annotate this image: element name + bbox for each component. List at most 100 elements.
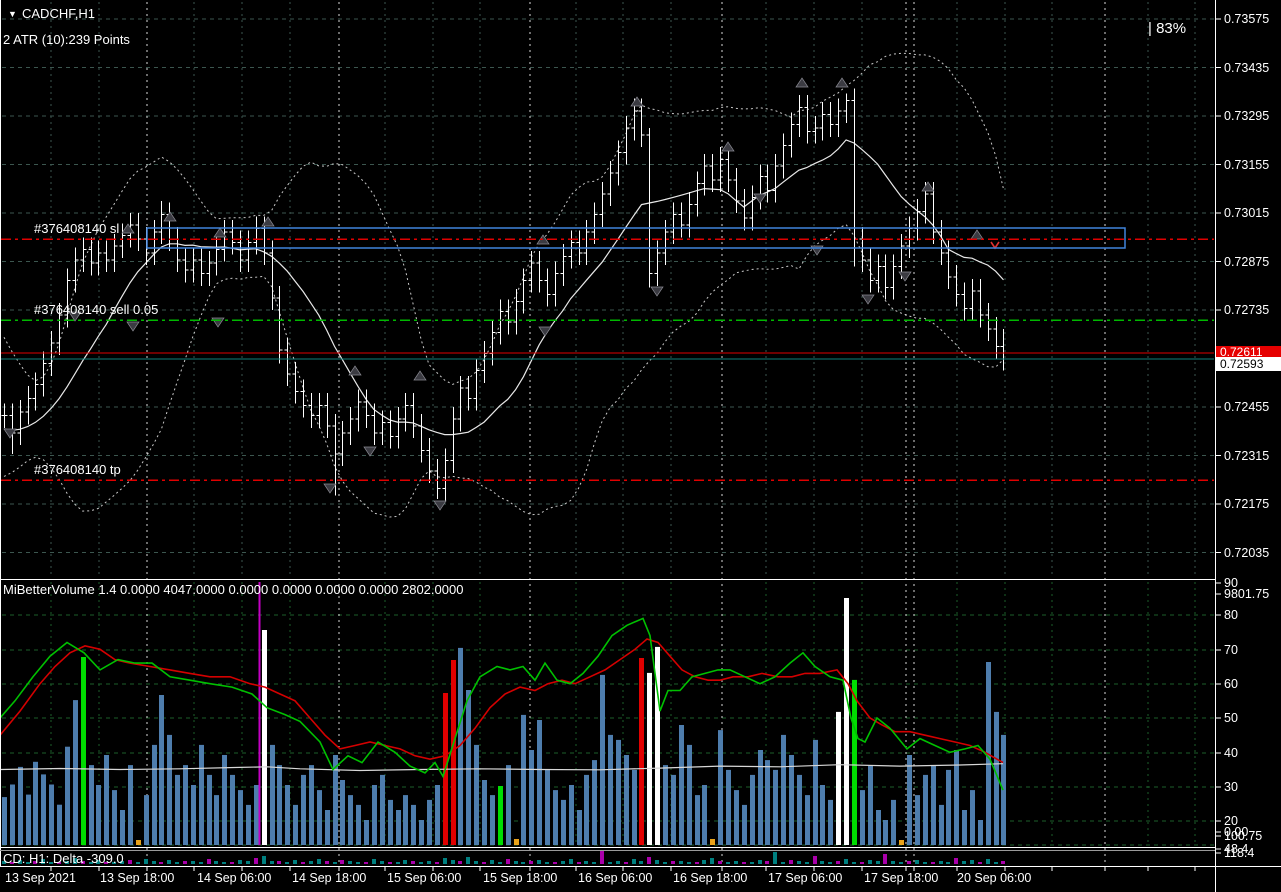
volume-bar [175, 774, 180, 845]
cd-bar [246, 861, 250, 864]
cd-bar [577, 862, 581, 864]
volume-bar [230, 774, 235, 845]
cd-bar [836, 861, 840, 864]
cd-bar [828, 862, 832, 864]
cd-bar [986, 859, 990, 864]
volume-scale-label: 40 [1224, 746, 1238, 760]
cd-bar [175, 862, 179, 864]
volume-bar [844, 598, 849, 845]
up-arrow-icon [835, 77, 849, 88]
volume-bar [348, 795, 353, 845]
cd-bar [65, 861, 69, 864]
cd-bar [679, 861, 683, 864]
volume-bar [592, 760, 597, 845]
cd-bar [254, 858, 258, 864]
symbol-label: CADCHF,H1 [22, 6, 95, 21]
volume-bar [333, 755, 338, 845]
price-tick-label: 0.73155 [1224, 157, 1270, 172]
cd-bar [482, 862, 486, 864]
moving-average-line [3, 139, 1004, 436]
volume-bar [191, 785, 196, 845]
volume-bar [569, 785, 574, 845]
volume-bar [876, 810, 881, 845]
volume-white-ma [1, 763, 1004, 772]
cd-bar [262, 856, 266, 864]
volume-bar [120, 810, 125, 845]
cd-bar [199, 862, 203, 864]
volume-bar [136, 840, 141, 845]
price-tick-label: 0.72035 [1224, 545, 1270, 560]
volume-bar [860, 790, 865, 845]
down-arrow-icon [363, 446, 377, 457]
cd-bar [81, 861, 85, 864]
order-tp-label[interactable]: #376408140 tp [34, 462, 121, 477]
cd-plot [2, 851, 1005, 864]
cd-bar [923, 862, 927, 864]
volume-bar [33, 761, 38, 845]
volume-bar [128, 765, 133, 845]
time-label: 15 Sep 06:00 [387, 871, 462, 885]
order-sl-label[interactable]: #376408140 sl [34, 221, 120, 236]
volume-bar [726, 769, 731, 845]
volume-scale-label: 30 [1224, 780, 1238, 794]
volume-bar [954, 750, 959, 845]
volume-bar [199, 744, 204, 845]
cd-bar [876, 861, 880, 864]
up-arrow-icon [213, 227, 227, 238]
cd-bar [466, 857, 470, 864]
volume-bar [10, 784, 15, 845]
cd-bar [702, 860, 706, 864]
volume-bar [482, 780, 487, 845]
cd-bar [868, 860, 872, 864]
volume-bar [718, 730, 723, 845]
volume-bar [317, 790, 322, 845]
volume-scale-label: 90 [1224, 576, 1238, 590]
volume-bar [931, 765, 936, 845]
volume-bar [104, 755, 109, 845]
volume-bar [490, 795, 495, 845]
cd-bar [553, 862, 557, 864]
volume-bar [797, 774, 802, 845]
volume-bar [828, 799, 833, 845]
symbol-dropdown-icon[interactable]: ▼ [8, 9, 17, 19]
volume-bar [891, 799, 896, 845]
cd-bar [616, 861, 620, 864]
volume-bar [679, 725, 684, 845]
up-arrow-icon [630, 96, 644, 107]
cd-bar [372, 859, 376, 864]
volume-bar [962, 810, 967, 845]
highlight-rectangle[interactable] [146, 227, 1126, 249]
volume-bar [765, 760, 770, 845]
volume-bar [435, 785, 440, 845]
volume-plot [1, 582, 1006, 845]
volume-bar [41, 774, 46, 845]
volume-bar [632, 769, 637, 845]
cd-bar [663, 862, 667, 864]
cd-bar [498, 862, 502, 864]
cd-bar [309, 861, 313, 864]
volume-scale-label: 70 [1224, 643, 1238, 657]
volume-bar [939, 804, 944, 845]
cd-bar [26, 862, 30, 864]
cd-bar [18, 860, 22, 864]
volume-bar [608, 734, 613, 845]
sell-signal-icon [990, 241, 1000, 250]
cd-bar [317, 859, 321, 864]
volume-red-ma [1, 638, 1004, 764]
volume-bar [671, 774, 676, 845]
cd-bar [2, 861, 6, 864]
price-tick-label: 0.72735 [1224, 303, 1270, 317]
volume-bar [742, 804, 747, 845]
volume-bar [1001, 734, 1006, 845]
cd-bar [561, 861, 565, 864]
cd-bar [742, 862, 746, 864]
order-sell-label[interactable]: #376408140 sell 0.05 [34, 302, 159, 317]
volume-bar [600, 674, 605, 845]
volume-bar [49, 784, 54, 845]
time-label: 15 Sep 18:00 [483, 871, 558, 885]
volume-bar [238, 790, 243, 845]
volume-bar [584, 774, 589, 845]
cd-bar [639, 861, 643, 864]
